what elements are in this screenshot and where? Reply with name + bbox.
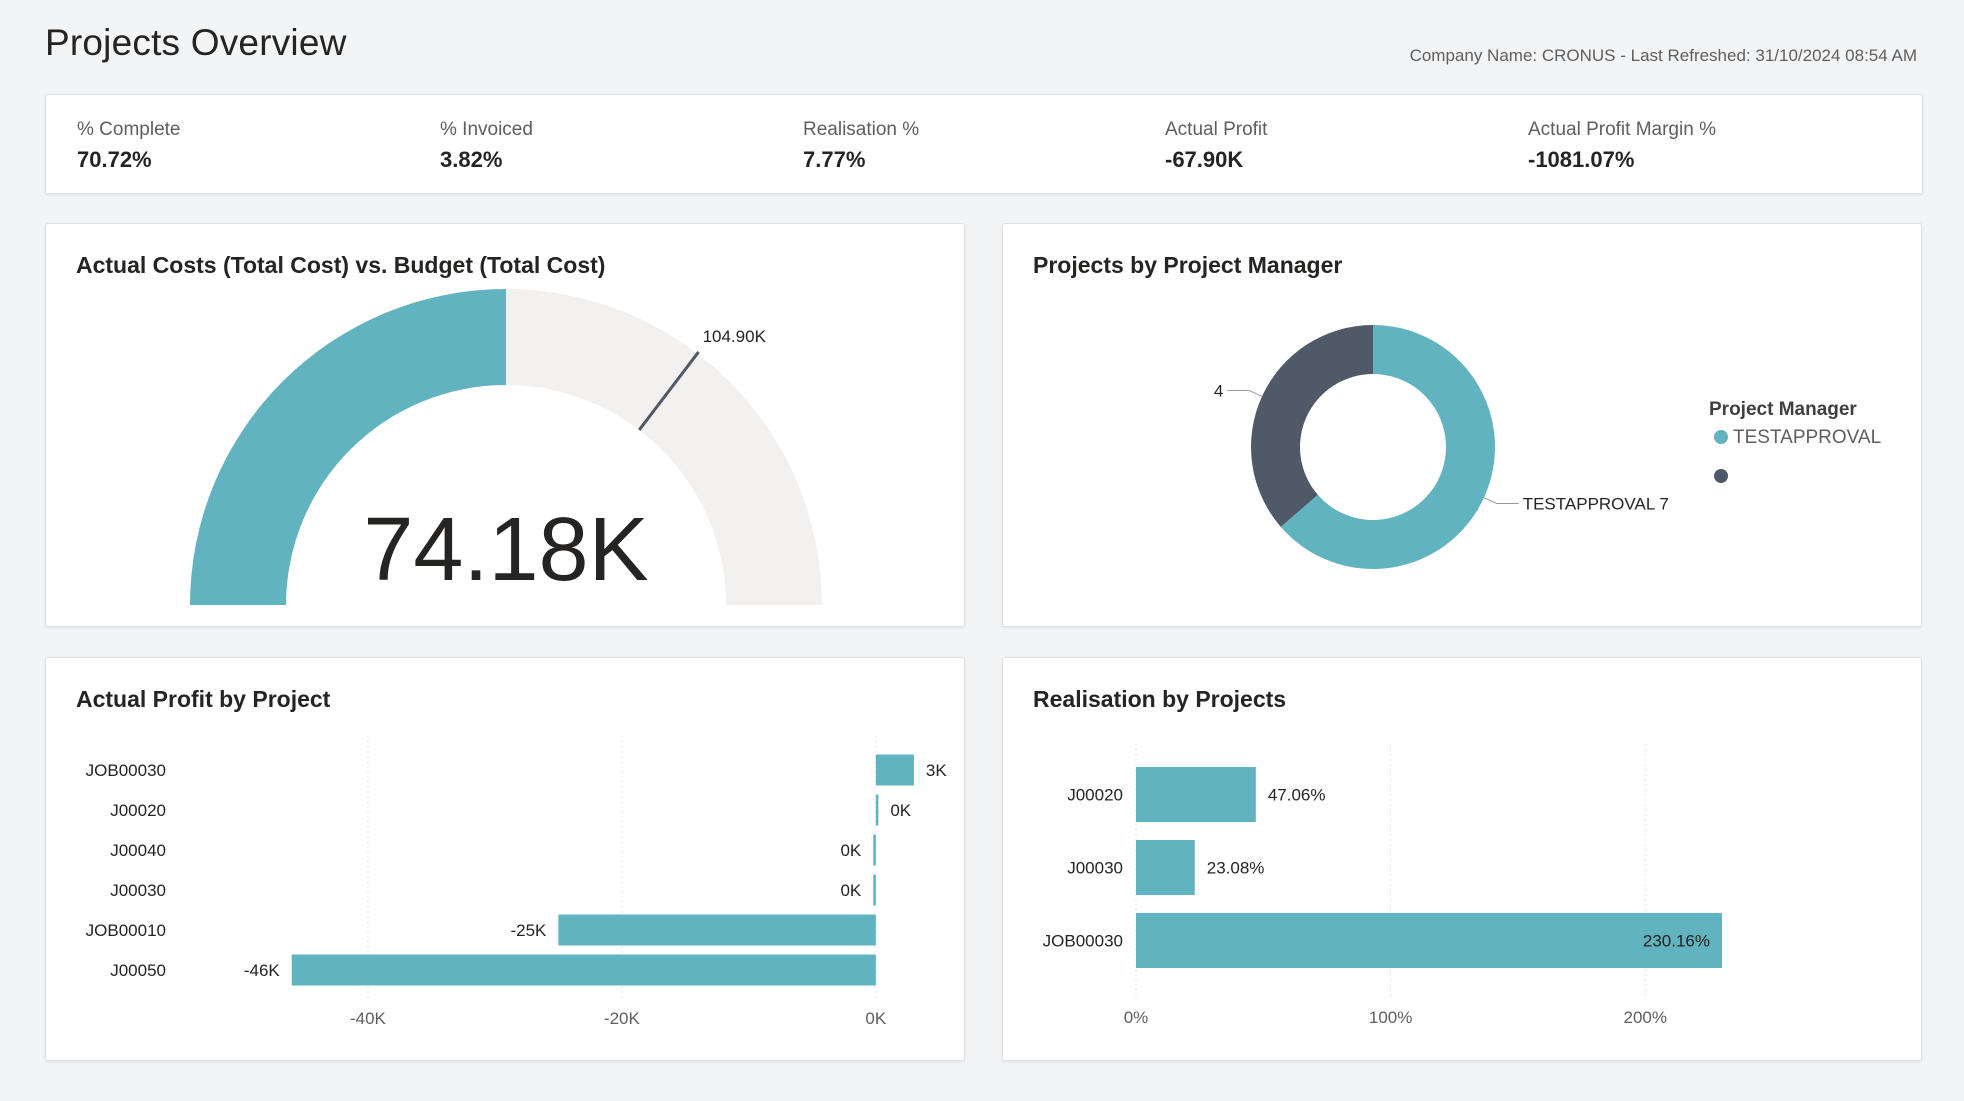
kpi-value: -67.90K bbox=[1165, 147, 1244, 172]
kpi-label: Realisation % bbox=[803, 119, 920, 140]
data-label: 0K bbox=[840, 841, 861, 860]
donut-card[interactable]: Projects by Project Manager TESTAPPROVAL… bbox=[1002, 223, 1922, 627]
kpi-profit-margin[interactable]: Actual Profit Margin % -1081.07% bbox=[1528, 119, 1716, 173]
kpi-label: Actual Profit bbox=[1165, 119, 1268, 140]
kpi-value: -1081.07% bbox=[1528, 147, 1635, 172]
donut-slice-0 bbox=[1280, 325, 1495, 569]
realisation-card[interactable]: Realisation by Projects 0% 100% 200% J00020… bbox=[1002, 657, 1922, 1061]
bar bbox=[1136, 767, 1256, 822]
donut-data-label: 4 bbox=[1214, 382, 1223, 401]
bar bbox=[875, 754, 914, 786]
category-label: J00050 bbox=[110, 961, 166, 980]
category-label: J00040 bbox=[110, 841, 166, 860]
gauge-value-label: 74.18K bbox=[363, 500, 648, 600]
data-label: 23.08% bbox=[1207, 859, 1265, 878]
kpi-invoiced[interactable]: % Invoiced 3.82% bbox=[440, 119, 533, 173]
x-tick-label: 100% bbox=[1369, 1008, 1412, 1027]
kpi-value: 70.72% bbox=[77, 147, 152, 172]
donut-leader-line bbox=[1227, 390, 1263, 397]
bar bbox=[291, 954, 876, 986]
category-label: JOB00010 bbox=[86, 921, 166, 940]
donut-leader-line bbox=[1483, 497, 1519, 504]
data-label: 0K bbox=[840, 881, 861, 900]
bar bbox=[558, 914, 876, 946]
kpi-realisation[interactable]: Realisation % 7.77% bbox=[803, 119, 919, 173]
page-title: Projects Overview bbox=[45, 22, 347, 63]
realisation-title: Realisation by Projects bbox=[1033, 686, 1287, 712]
kpi-card: % Complete 70.72% % Invoiced 3.82% Reali… bbox=[45, 94, 1923, 194]
data-label: -25K bbox=[510, 921, 547, 940]
bar bbox=[875, 794, 879, 826]
bar bbox=[873, 834, 876, 866]
category-label: JOB00030 bbox=[86, 761, 166, 780]
legend-item: TESTAPPROVAL bbox=[1733, 427, 1881, 448]
gauge-card[interactable]: Actual Costs (Total Cost) vs. Budget (To… bbox=[45, 223, 965, 627]
x-tick-label: -40K bbox=[350, 1009, 387, 1028]
donut-chart: TESTAPPROVAL 7 4 Project Manager TESTAPPROV… bbox=[1214, 325, 1881, 569]
gauge-fill bbox=[190, 289, 506, 605]
gauge-target-label: 104.90K bbox=[703, 327, 767, 346]
donut-slice-1 bbox=[1251, 325, 1373, 527]
gauge-title: Actual Costs (Total Cost) vs. Budget (To… bbox=[76, 252, 606, 278]
x-tick-label: 200% bbox=[1623, 1008, 1666, 1027]
donut-data-label: TESTAPPROVAL 7 bbox=[1523, 494, 1669, 513]
company-info: Company Name: CRONUS - Last Refreshed: 3… bbox=[1409, 46, 1917, 65]
data-label: 230.16% bbox=[1643, 932, 1710, 951]
kpi-value: 3.82% bbox=[440, 147, 503, 172]
kpi-actual-profit[interactable]: Actual Profit -67.90K bbox=[1165, 119, 1267, 173]
category-label: J00020 bbox=[1067, 786, 1123, 805]
legend-marker bbox=[1714, 469, 1728, 483]
donut-title: Projects by Project Manager bbox=[1033, 252, 1343, 278]
kpi-label: Actual Profit Margin % bbox=[1528, 119, 1716, 140]
gauge-target-line bbox=[638, 351, 700, 431]
profit-title: Actual Profit by Project bbox=[76, 686, 331, 712]
kpi-label: % Invoiced bbox=[440, 119, 533, 140]
profit-bar-chart: -40K -20K 0K JOB00030 3K J00020 0K J00040 0K J000… bbox=[86, 736, 947, 1028]
data-label: 0K bbox=[890, 801, 911, 820]
x-tick-label: 0% bbox=[1124, 1008, 1149, 1027]
legend-title: Project Manager bbox=[1709, 399, 1857, 420]
kpi-complete[interactable]: % Complete 70.72% bbox=[77, 119, 181, 173]
legend-marker bbox=[1714, 430, 1728, 444]
x-tick-label: -20K bbox=[604, 1009, 641, 1028]
category-label: JOB00030 bbox=[1043, 932, 1123, 951]
data-label: -46K bbox=[244, 961, 281, 980]
data-label: 3K bbox=[926, 761, 947, 780]
gauge-chart: 104.90K 74.18K bbox=[190, 289, 822, 605]
realisation-bar-chart: 0% 100% 200% J00020 47.06% J00030 23.08% JOB000… bbox=[1043, 744, 1723, 1027]
bar bbox=[1136, 840, 1195, 895]
data-label: 47.06% bbox=[1268, 786, 1326, 805]
kpi-value: 7.77% bbox=[803, 147, 866, 172]
bar bbox=[1136, 913, 1723, 968]
bar bbox=[873, 874, 876, 906]
x-tick-label: 0K bbox=[865, 1009, 886, 1028]
category-label: J00030 bbox=[110, 881, 166, 900]
category-label: J00020 bbox=[110, 801, 166, 820]
kpi-label: % Complete bbox=[77, 119, 181, 140]
profit-card[interactable]: Actual Profit by Project -40K -20K 0K JOB00… bbox=[45, 657, 965, 1061]
category-label: J00030 bbox=[1067, 859, 1123, 878]
